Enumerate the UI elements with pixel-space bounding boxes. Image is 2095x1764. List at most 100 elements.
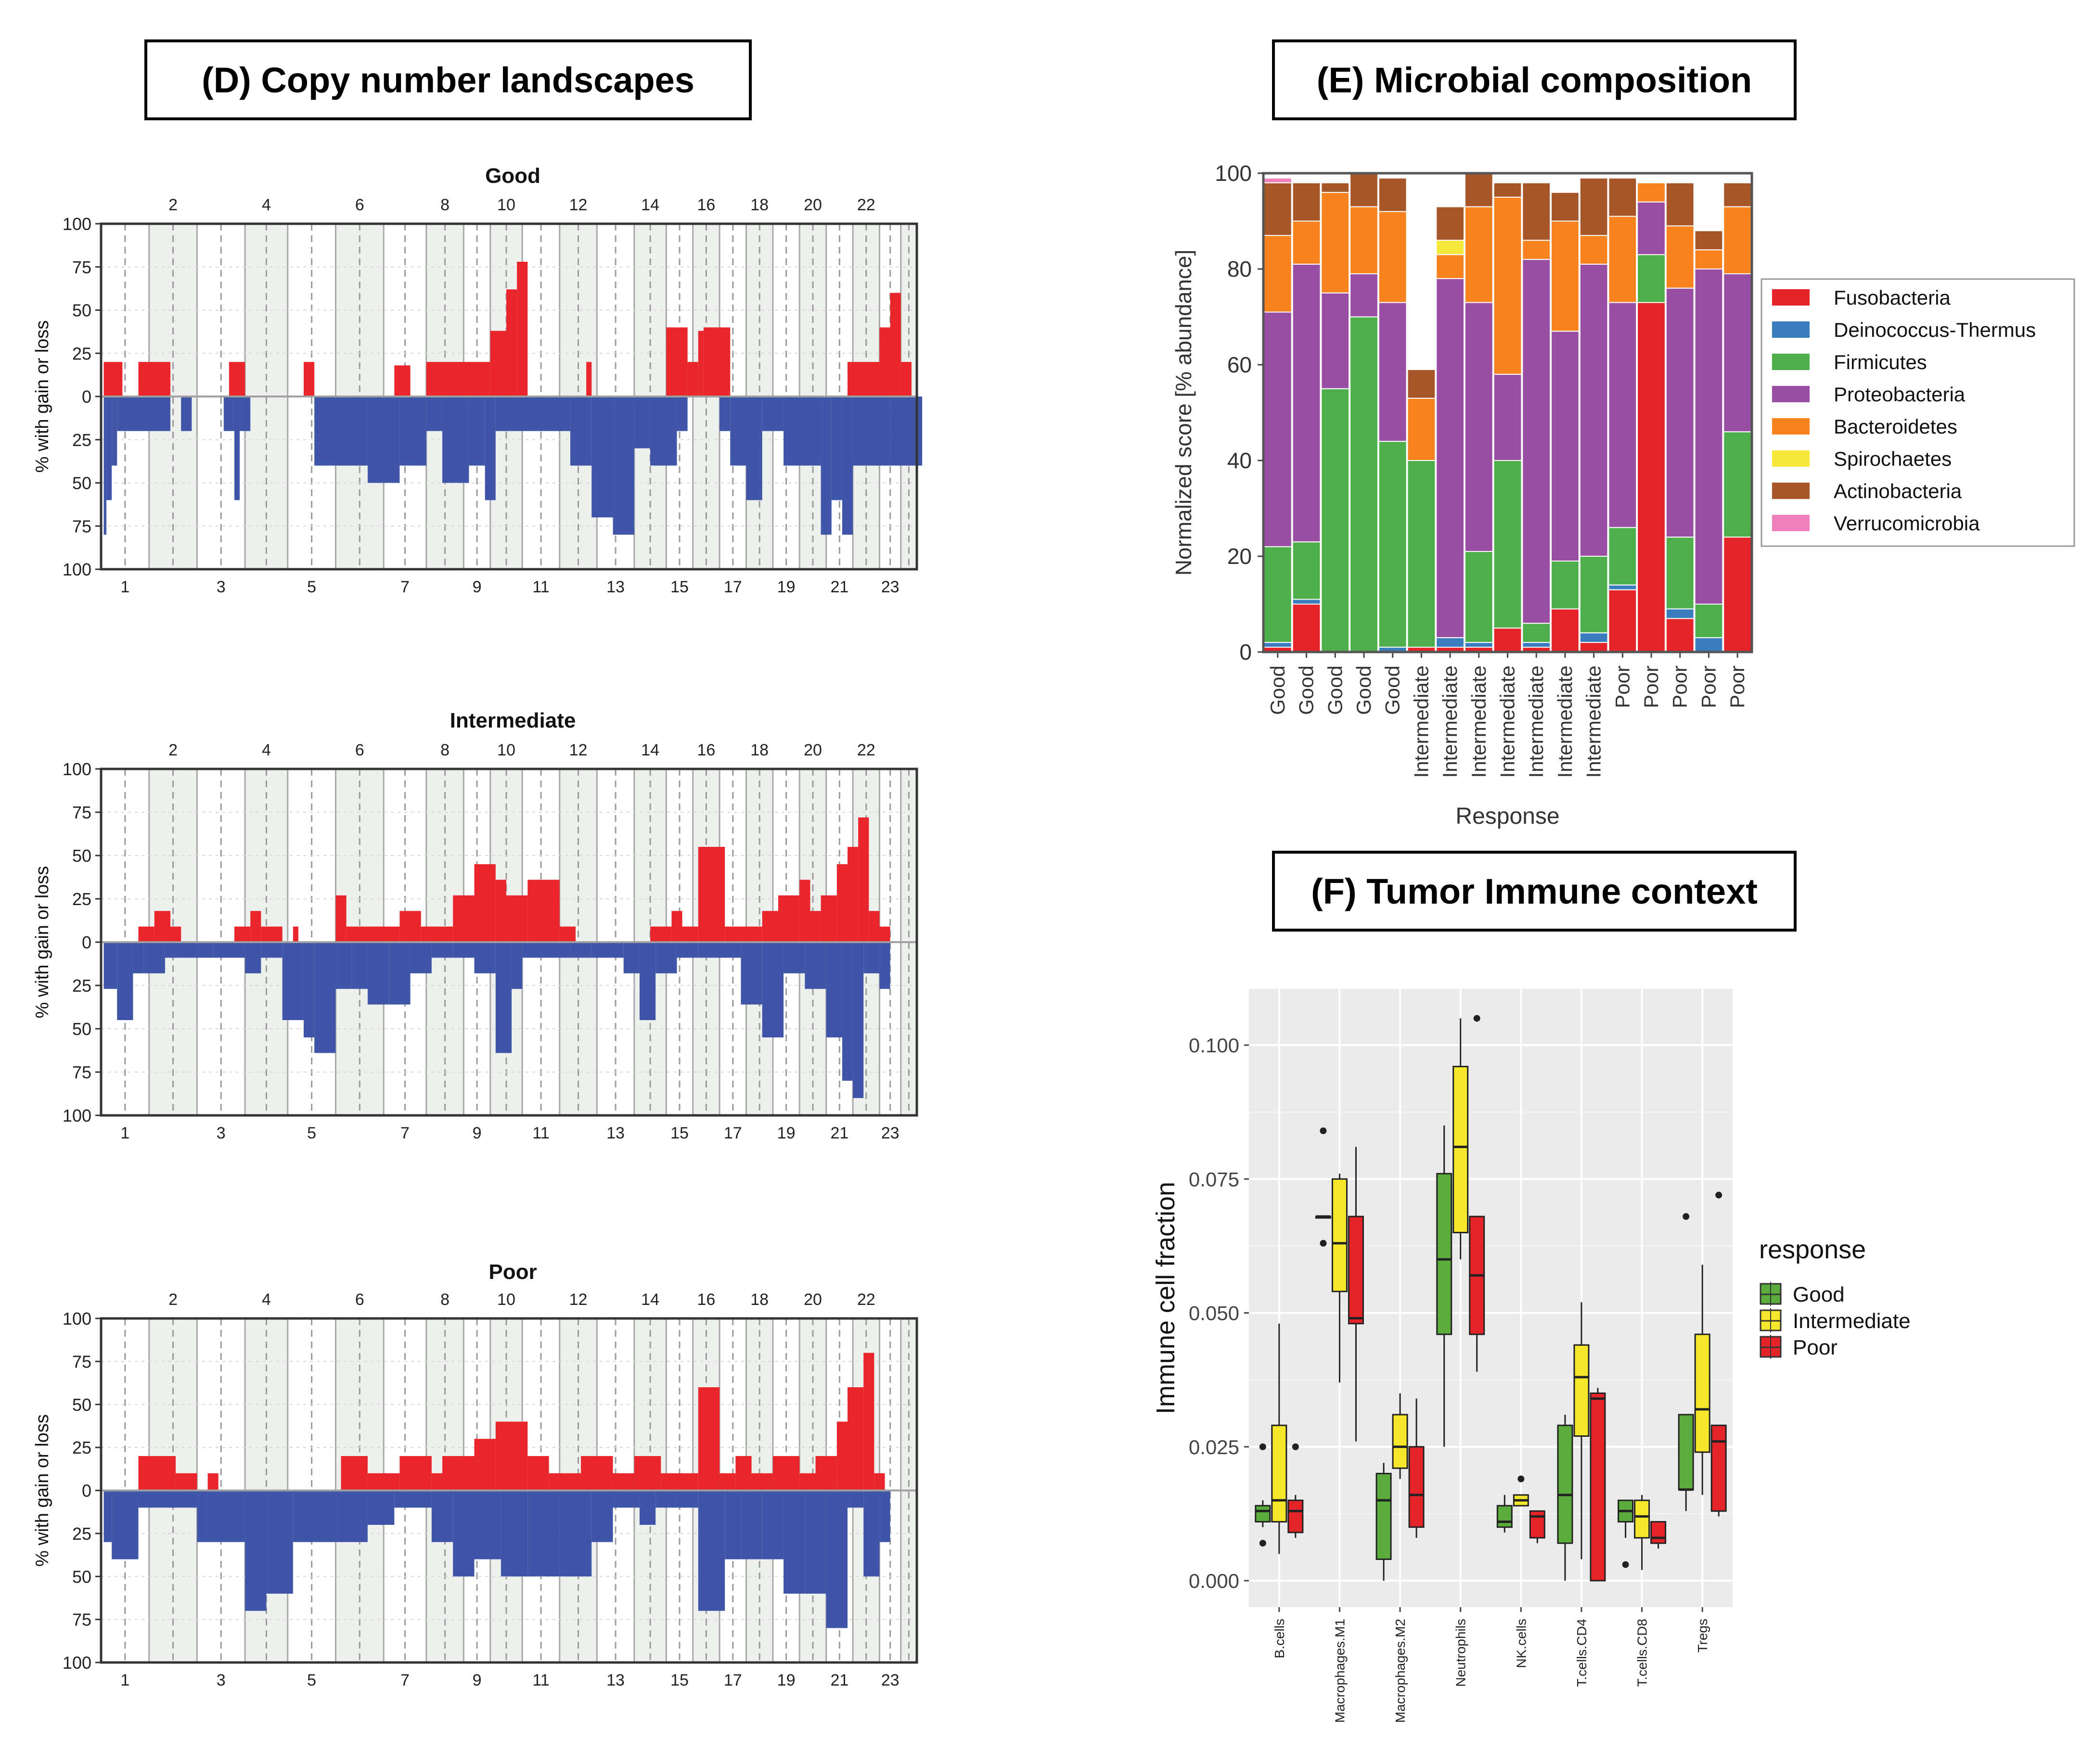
loss-bar [784,942,805,973]
stacked-segment [1321,182,1350,193]
box [1496,1505,1513,1528]
loss-bar [762,396,784,431]
x-tick-label: Macrophages.M2 [1393,1619,1408,1723]
chromosome-label-top: 18 [750,741,769,759]
chromosome-label-top: 14 [641,741,659,759]
x-tick-label: Poor [1697,665,1720,708]
stacked-segment [1637,254,1666,303]
y-tick-label: 0 [82,387,91,407]
y-tick-label: 25 [72,430,91,450]
loss-bar [138,1490,197,1508]
stacked-segment [1378,177,1407,212]
gain-bar [207,1473,218,1491]
loss-bar [314,396,368,466]
chromosome-label-bottom: 19 [777,1124,796,1142]
gain-bar [394,365,411,396]
gain-bar [506,289,517,396]
stacked-segment [1665,537,1695,610]
box-outlier [1259,1443,1266,1450]
chromosome-label-top: 16 [697,196,715,214]
chromosome-label-top: 8 [440,741,450,759]
chromosome-label-top: 22 [857,741,875,759]
chromosome-label-top: 22 [857,196,875,214]
y-tick-label: 100 [63,214,91,234]
x-tick-label: Poor [1640,665,1662,708]
box [1529,1510,1545,1539]
box [1452,1066,1469,1234]
y-tick-label: 75 [72,516,91,536]
stacked-segment [1292,220,1321,265]
gain-bar [559,926,576,942]
stacked-segment [1493,373,1522,461]
stacked-segment [1350,206,1378,274]
chart-title: Good [485,164,540,188]
stacked-segment [1723,182,1752,207]
legend-title: response [1759,1235,1866,1264]
gain-bar [879,926,890,942]
gain-bar [549,1473,581,1491]
gain-bar [367,1473,400,1491]
y-tick-label: 50 [72,473,91,493]
x-tick-label: Macrophages.M1 [1332,1619,1347,1723]
loss-bar [831,396,842,500]
chromosome-label-bottom: 13 [606,1671,625,1689]
y-tick-label: 80 [1227,256,1252,281]
gain-bar [725,926,746,942]
chromosome-label-top: 4 [262,196,271,214]
loss-bar [442,396,469,483]
y-tick-label: 75 [72,803,91,822]
chromosome-label-top: 4 [262,741,271,759]
loss-bar [266,1490,293,1594]
chromosome-label-bottom: 5 [307,1671,316,1689]
stacked-segment [1579,264,1608,557]
legend-swatch [1772,321,1810,338]
loss-bar [133,942,144,973]
chart-title: Intermediate [450,709,576,732]
stacked-segment [1551,608,1580,652]
loss-bar [431,1490,453,1542]
box [1557,1424,1573,1544]
gain-bar [666,327,688,396]
gain-bar [154,911,171,942]
box [1710,1424,1727,1512]
y-axis-label: % with gain or loss [32,866,52,1019]
gain-bar [735,1456,752,1491]
x-tick-label: Intermediate [1439,665,1461,778]
loss-bar [842,396,853,535]
stacked-segment [1493,182,1522,198]
box [1694,1333,1710,1453]
stacked-segment [1522,259,1551,624]
gain-bar [720,1473,736,1491]
chromosome-label-bottom: 21 [830,1671,848,1689]
box [1650,1521,1667,1544]
gain-bar [900,362,912,396]
stacked-segment [1665,618,1695,652]
y-tick-label: 40 [1227,448,1252,473]
chromosome-label-bottom: 15 [670,1124,689,1142]
chromosome-label-bottom: 7 [400,1124,410,1142]
x-tick-label: Intermediate [1410,665,1432,778]
stacked-segment [1551,331,1580,562]
gain-bar [698,847,725,942]
loss-bar [495,396,570,431]
chromosome-label-bottom: 3 [217,1124,226,1142]
gain-bar [661,1473,698,1491]
loss-bar [181,396,192,431]
box [1678,1414,1694,1491]
gain-bar [170,926,181,942]
y-tick-label: 0.075 [1189,1168,1239,1190]
y-tick-label: 20 [1227,544,1252,569]
stacked-segment [1464,206,1493,303]
chromosome-label-top: 4 [262,1291,271,1309]
loss-bar [474,942,496,973]
loss-bar [335,942,352,989]
x-tick-label: Poor [1611,665,1633,708]
stacked-segment [1608,589,1637,653]
y-axis-label: % with gain or loss [32,1414,52,1567]
loss-bar [501,1490,528,1577]
stacked-segment [1292,264,1321,543]
gain-bar [879,327,890,396]
legend-swatch [1772,386,1810,402]
